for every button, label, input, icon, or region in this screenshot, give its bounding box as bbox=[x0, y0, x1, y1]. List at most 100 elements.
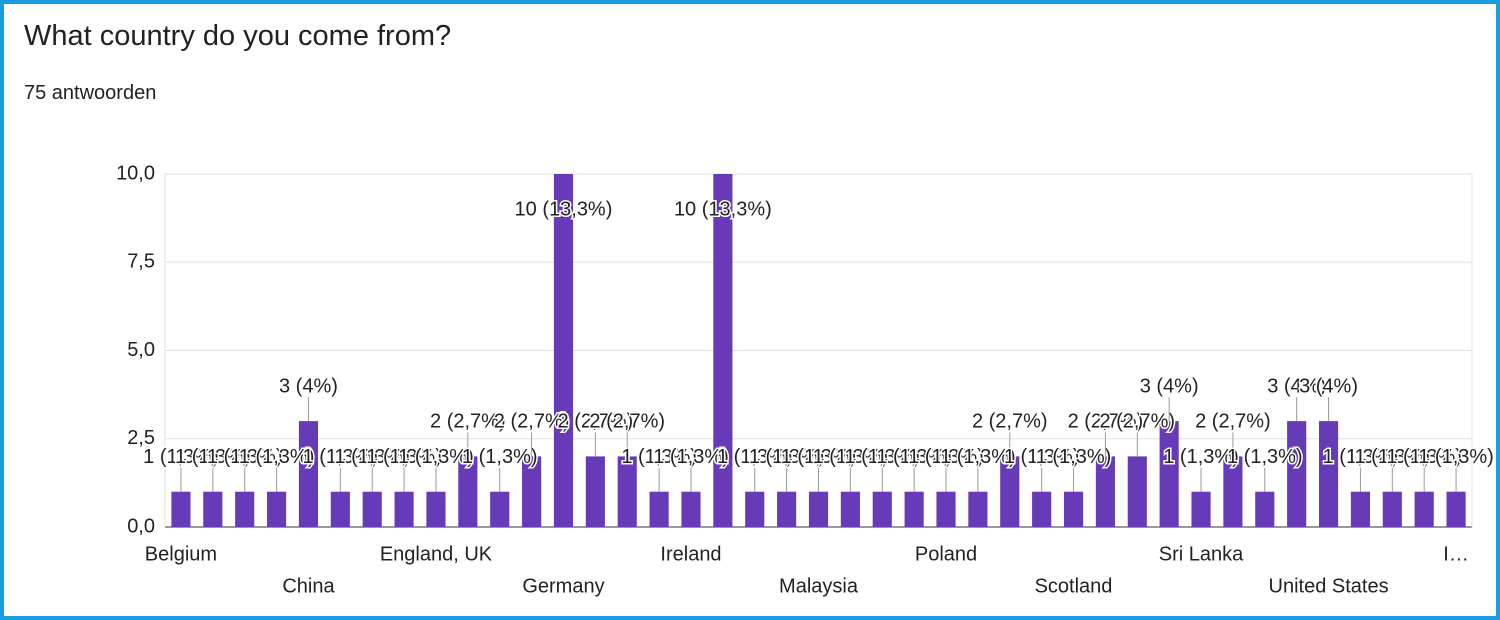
bar bbox=[968, 491, 988, 527]
bar bbox=[1000, 456, 1020, 527]
value-label: 1 (1,3%) bbox=[781, 446, 857, 468]
bar bbox=[426, 491, 446, 527]
value-label: 1 (1,3%) bbox=[908, 446, 984, 468]
bar bbox=[872, 491, 892, 527]
bar bbox=[330, 491, 350, 527]
y-tick-label: 0,0 bbox=[127, 515, 155, 537]
bar bbox=[1414, 491, 1434, 527]
value-label: 2 (2,7%) bbox=[1195, 411, 1271, 433]
bar bbox=[1032, 491, 1052, 527]
response-count: 75 antwoorden bbox=[24, 82, 157, 104]
x-tick-label: Belgium bbox=[145, 543, 217, 565]
value-label: 1 (1,3%) bbox=[398, 446, 474, 468]
bar bbox=[617, 456, 637, 527]
bar bbox=[1063, 491, 1084, 527]
bar bbox=[904, 491, 924, 527]
x-tick-label: Scotland bbox=[1035, 575, 1113, 597]
value-label: 1 (1,3%) bbox=[621, 446, 697, 468]
value-label: 3 (4%) bbox=[1299, 375, 1358, 397]
value-label: 1 (1,3%) bbox=[366, 446, 442, 468]
bar bbox=[1350, 491, 1370, 527]
bar bbox=[490, 491, 510, 527]
x-tick-label: China bbox=[282, 575, 335, 597]
bar bbox=[745, 491, 765, 527]
value-label: 1 (1,3%) bbox=[749, 446, 825, 468]
value-label: 2 (2,7%) bbox=[494, 411, 570, 433]
bar bbox=[936, 491, 956, 527]
bar bbox=[171, 491, 191, 527]
value-label: 1 (1,3%) bbox=[717, 446, 793, 468]
bar bbox=[1095, 456, 1115, 527]
bar bbox=[840, 491, 860, 527]
bar bbox=[553, 174, 574, 527]
value-label: 1 (1,3%) bbox=[207, 446, 283, 468]
bar bbox=[203, 491, 223, 527]
bar bbox=[1127, 456, 1147, 527]
value-label: 3 (4%) bbox=[1140, 375, 1199, 397]
value-label: 1 (1,3%) bbox=[303, 446, 379, 468]
bar bbox=[1318, 421, 1339, 527]
bar bbox=[1255, 491, 1275, 527]
x-tick-label: England, UK bbox=[380, 543, 493, 565]
bar bbox=[298, 421, 319, 527]
value-label: 1 (1,3%) bbox=[1163, 446, 1239, 468]
value-label: 1 (1,3%) bbox=[175, 446, 251, 468]
value-label: 3 (4%) bbox=[1267, 375, 1326, 397]
x-tick-label: Poland bbox=[915, 543, 977, 565]
x-tick-label: Ireland bbox=[660, 543, 721, 565]
bar bbox=[808, 491, 829, 527]
value-label: 1 (1,3%) bbox=[1418, 446, 1494, 468]
bar bbox=[394, 491, 414, 527]
bar bbox=[649, 491, 669, 527]
value-label: 1 (1,3%) bbox=[653, 446, 729, 468]
x-tick-label: Germany bbox=[522, 575, 604, 597]
bar bbox=[267, 491, 287, 527]
value-label: 1 (1,3%) bbox=[940, 446, 1016, 468]
value-label: 1 (1,3%) bbox=[1036, 446, 1112, 468]
value-label: 2 (2,7%) bbox=[1099, 411, 1175, 433]
bar bbox=[1223, 456, 1243, 527]
value-label: 2 (2,7%) bbox=[558, 411, 634, 433]
bar bbox=[681, 491, 701, 527]
bar bbox=[1159, 421, 1179, 527]
value-label: 1 (1,3%) bbox=[1004, 446, 1080, 468]
bar bbox=[1446, 491, 1466, 527]
y-tick-label: 7,5 bbox=[127, 251, 155, 273]
value-label: 1 (1,3%) bbox=[1386, 446, 1462, 468]
bar bbox=[235, 491, 255, 527]
value-label: 1 (1,3%) bbox=[239, 446, 315, 468]
value-label: 2 (2,7%) bbox=[1068, 411, 1144, 433]
value-label: 2 (2,7%) bbox=[430, 411, 506, 433]
value-label: 1 (1,3%) bbox=[462, 446, 538, 468]
x-tick-label: Sri Lanka bbox=[1159, 543, 1244, 565]
value-label: 2 (2,7%) bbox=[972, 411, 1048, 433]
value-label: 1 (1,3%) bbox=[1355, 446, 1431, 468]
x-tick-label: I… bbox=[1443, 543, 1469, 565]
value-label: 1 (1,3%) bbox=[334, 446, 410, 468]
value-label: 10 (13,3%) bbox=[515, 198, 613, 220]
value-label: 1 (1,3%) bbox=[876, 446, 952, 468]
value-label: 1 (1,3%) bbox=[813, 446, 889, 468]
y-tick-label: 5,0 bbox=[127, 339, 155, 361]
y-tick-label: 2,5 bbox=[127, 427, 155, 449]
bar bbox=[1191, 491, 1211, 527]
bar bbox=[777, 491, 797, 527]
bar bbox=[1382, 491, 1402, 527]
value-label: 1 (1,3%) bbox=[1323, 446, 1399, 468]
bar bbox=[522, 456, 542, 527]
bar bbox=[458, 456, 478, 527]
bar bbox=[1287, 421, 1307, 527]
y-tick-label: 10,0 bbox=[116, 162, 155, 184]
value-label: 10 (13,3%) bbox=[674, 198, 772, 220]
question-title: What country do you come from? bbox=[24, 20, 452, 52]
value-label: 1 (1,3%) bbox=[1227, 446, 1303, 468]
value-label: 1 (1,3%) bbox=[844, 446, 920, 468]
x-tick-label: Malaysia bbox=[779, 575, 859, 597]
value-label: 3 (4%) bbox=[279, 375, 338, 397]
bar bbox=[713, 174, 733, 527]
x-tick-label: United States bbox=[1269, 575, 1389, 597]
bar bbox=[362, 491, 382, 527]
value-label: 1 (1,3%) bbox=[143, 446, 219, 468]
